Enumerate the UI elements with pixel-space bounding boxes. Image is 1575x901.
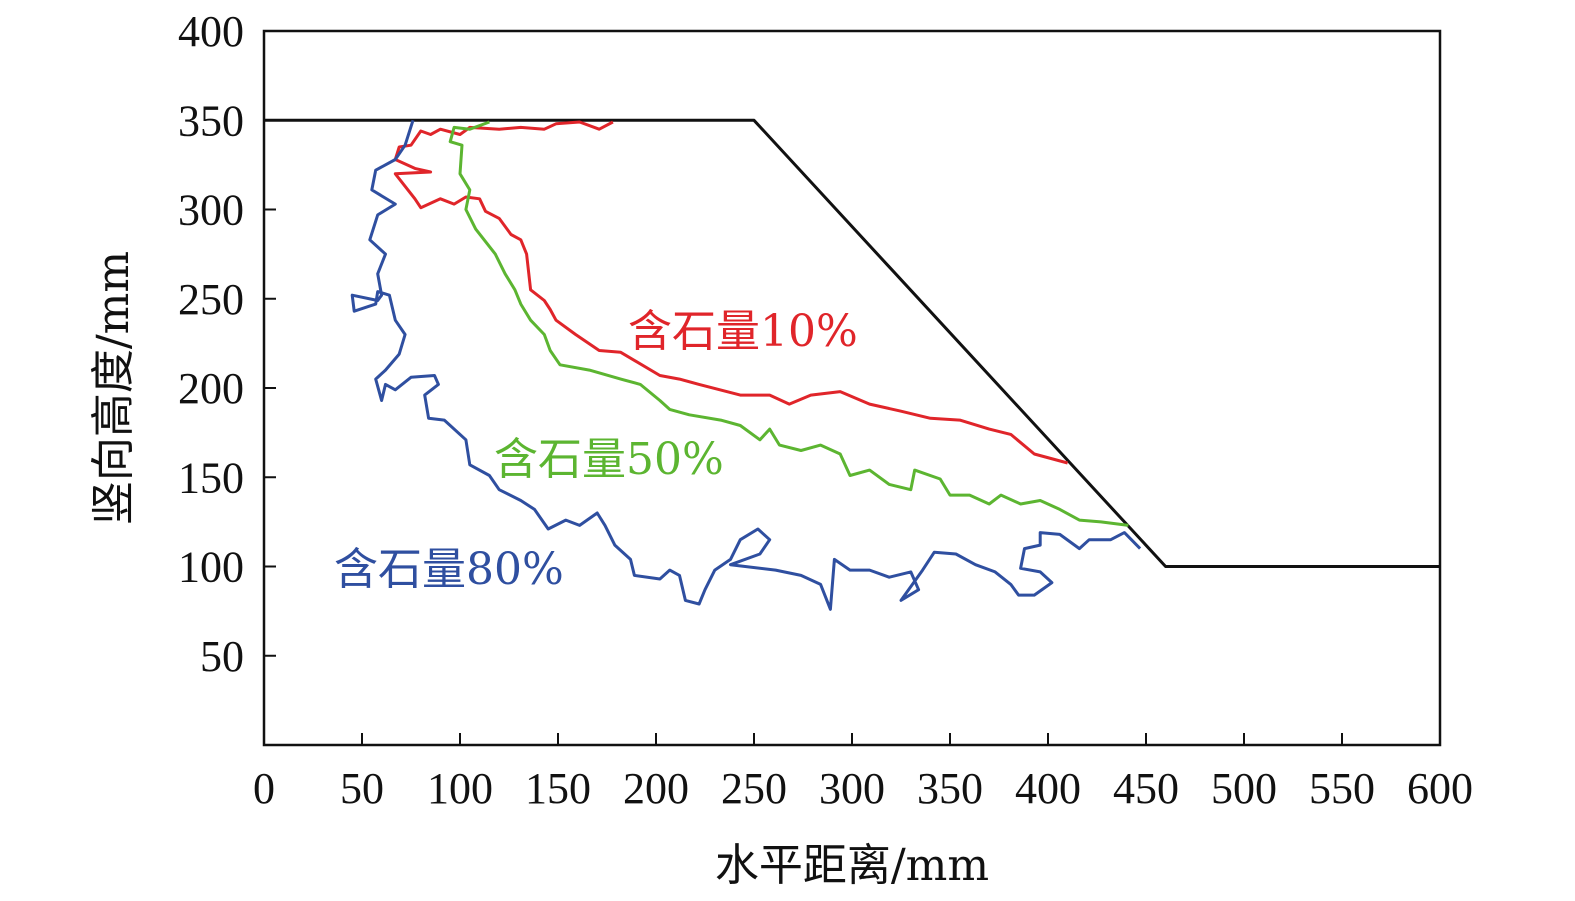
series-line-80pct: [350, 119, 1142, 611]
y-tick-label: 150: [178, 453, 244, 502]
y-tick-label: 300: [178, 186, 244, 235]
x-tick-label: 550: [1309, 764, 1375, 813]
x-tick-label: 400: [1015, 764, 1081, 813]
x-tick-label: 0: [253, 764, 275, 813]
x-tick-label: 300: [819, 764, 885, 813]
y-tick-label: 200: [178, 364, 244, 413]
x-tick-label: 250: [721, 764, 787, 813]
annotation-10pct: 含石量10%: [628, 306, 858, 357]
x-tick-label: 350: [917, 764, 983, 813]
x-tick-label: 500: [1211, 764, 1277, 813]
x-tick-label: 600: [1407, 764, 1473, 813]
x-tick-label: 450: [1113, 764, 1179, 813]
x-tick-label: 100: [427, 764, 493, 813]
plot-frame: [262, 29, 1442, 747]
ticks-layer: 0 50 100 150 200 250 300 350 400 450 500 550 600 50 10…: [178, 7, 1473, 813]
x-axis-label: 水平距离/mm: [715, 840, 989, 891]
annotation-80pct: 含石量80%: [334, 544, 564, 595]
series-line-10pct: [393, 120, 1068, 465]
y-tick-label: 350: [178, 96, 244, 145]
annotation-50pct: 含石量50%: [494, 434, 724, 485]
slope-profile-line: [264, 118, 1440, 568]
y-tick-label: 100: [178, 543, 244, 592]
x-tick-label: 150: [525, 764, 591, 813]
x-tick-label: 50: [340, 764, 384, 813]
x-tick-label: 200: [623, 764, 689, 813]
curves-layer: [264, 118, 1440, 611]
y-axis-label: 竖向高度/mm: [88, 251, 139, 525]
series-line-50pct: [448, 120, 1129, 527]
y-tick-label: 400: [178, 7, 244, 56]
y-tick-label: 250: [178, 275, 244, 324]
y-tick-label: 50: [200, 632, 244, 681]
